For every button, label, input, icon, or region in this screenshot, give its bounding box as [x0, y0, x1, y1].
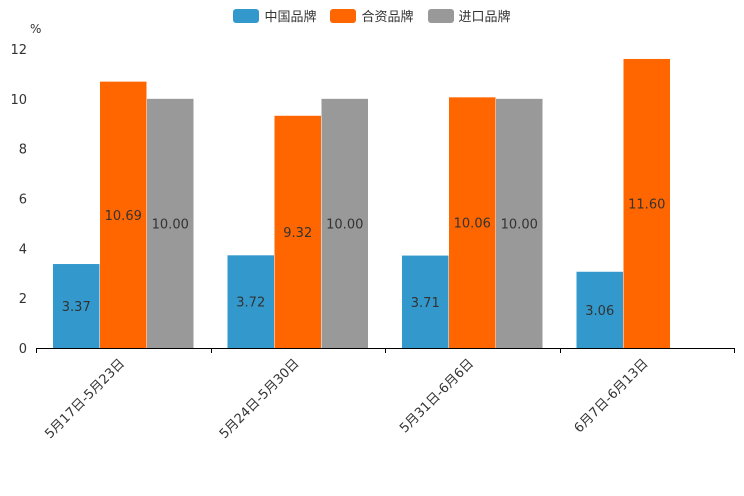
- legend-label-import: 进口品牌: [458, 10, 511, 25]
- data-label-1-1: 9.32: [283, 226, 312, 241]
- x-tick-label-3: 6月7日-6月13日: [572, 356, 652, 436]
- legend-swatch-china: [233, 8, 260, 23]
- bar-0-1[interactable]: [100, 81, 147, 348]
- y-tick-label-6: 6: [19, 193, 27, 208]
- legend-label-china: 中国品牌: [264, 10, 317, 25]
- y-tick-label-4: 4: [19, 242, 27, 257]
- bar-2-2[interactable]: [496, 98, 543, 348]
- y-tick-label-8: 8: [19, 143, 27, 158]
- bar-1-0[interactable]: [227, 255, 275, 348]
- data-label-1-0: 3.72: [236, 296, 265, 311]
- bar-0-0[interactable]: [53, 264, 100, 348]
- y-tick-label-0: 0: [19, 342, 27, 357]
- bar-1-1[interactable]: [274, 115, 322, 348]
- x-tick-label-0: 5月17日-5月23日: [42, 356, 128, 442]
- bar-0-2[interactable]: [147, 98, 194, 348]
- y-tick-label-10: 10: [10, 93, 27, 108]
- legend-item-import[interactable]: 进口品牌: [427, 6, 511, 25]
- x-tick-label-2: 5月31日-6月6日: [397, 356, 477, 436]
- legend-item-china[interactable]: 中国品牌: [233, 6, 316, 25]
- data-label-0-0: 3.37: [62, 300, 91, 315]
- y-tick-label-12: 12: [10, 43, 27, 58]
- data-label-2-2: 10.00: [501, 217, 538, 232]
- legend: 中国品牌 合资品牌 进口品牌: [0, 6, 744, 25]
- bar-3-0[interactable]: [576, 271, 624, 348]
- data-label-3-1: 11.60: [628, 197, 665, 212]
- y-tick-label-2: 2: [19, 292, 27, 307]
- legend-swatch-import: [427, 8, 454, 23]
- y-axis-unit: %: [30, 22, 42, 36]
- data-label-3-0: 3.06: [585, 304, 614, 319]
- data-label-2-1: 10.06: [454, 217, 491, 232]
- data-label-1-2: 10.00: [326, 217, 363, 232]
- legend-swatch-joint: [330, 8, 357, 23]
- bar-1-2[interactable]: [321, 98, 369, 348]
- legend-item-joint[interactable]: 合资品牌: [330, 6, 414, 25]
- x-tick-label-1: 5月24日-5月30日: [217, 356, 303, 442]
- bar-3-1[interactable]: [623, 58, 671, 348]
- data-label-0-1: 10.69: [105, 209, 142, 224]
- legend-label-joint: 合资品牌: [361, 10, 414, 25]
- data-label-0-2: 10.00: [152, 217, 189, 232]
- data-label-2-0: 3.71: [411, 296, 440, 311]
- bar-2-1[interactable]: [449, 97, 496, 348]
- bar-2-0[interactable]: [402, 255, 449, 348]
